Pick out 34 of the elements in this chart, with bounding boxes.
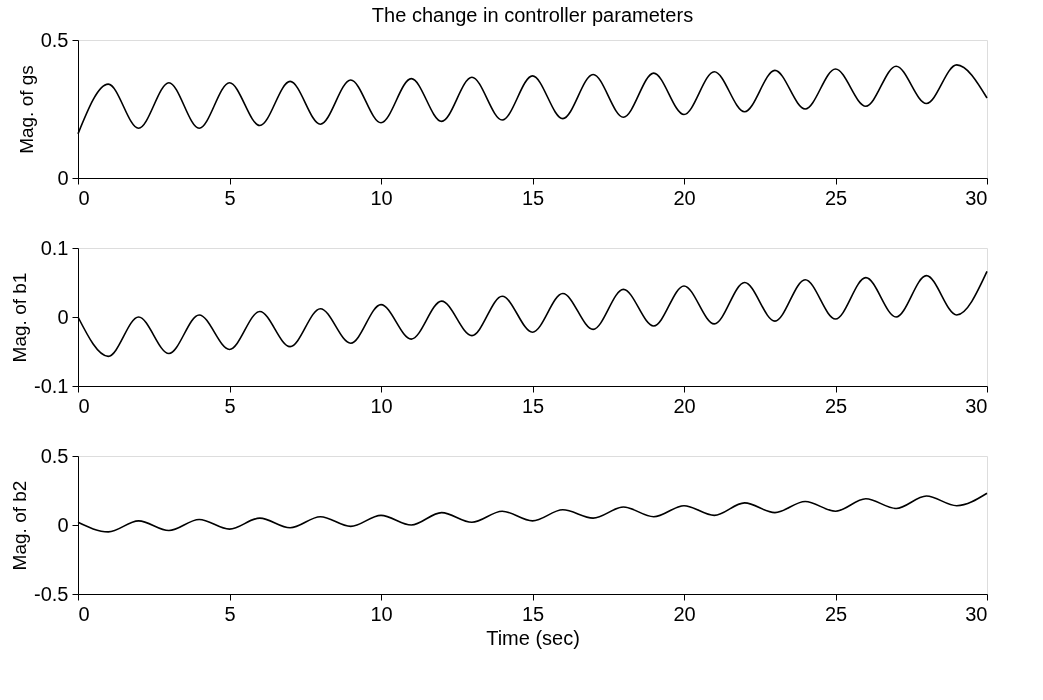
y-tick-label: 0.5 bbox=[40, 28, 69, 51]
x-tick-label: 20 bbox=[673, 394, 696, 417]
x-tick-label: 0 bbox=[78, 394, 90, 417]
x-tick-label: 0 bbox=[78, 602, 90, 625]
x-tick-label: 30 bbox=[965, 602, 988, 625]
x-tick-label: 25 bbox=[824, 602, 848, 625]
x-tick-label: 30 bbox=[965, 394, 988, 417]
x-tick-label: 5 bbox=[224, 186, 236, 209]
x-tick-label: 15 bbox=[521, 186, 545, 209]
y-axis-title: Mag. of b2 bbox=[9, 480, 31, 571]
x-tick-label: 30 bbox=[965, 186, 988, 209]
x-tick-label: 15 bbox=[521, 394, 545, 417]
x-tick-label: 20 bbox=[673, 602, 696, 625]
y-tick-label: -0.1 bbox=[34, 374, 69, 397]
x-tick-label: 10 bbox=[370, 602, 393, 625]
x-tick-label: 20 bbox=[673, 186, 696, 209]
chart-title: The change in controller parameters bbox=[371, 4, 694, 26]
y-axis-title: Mag. of b1 bbox=[9, 272, 31, 363]
x-tick-label: 0 bbox=[78, 186, 90, 209]
x-axis-title: Time (sec) bbox=[486, 626, 580, 649]
y-axis-title: Mag. of gs bbox=[15, 65, 37, 154]
y-tick-label: 0 bbox=[57, 166, 69, 189]
y-tick-label: -0.5 bbox=[34, 582, 69, 605]
x-tick-label: 25 bbox=[824, 186, 848, 209]
x-tick-label: 10 bbox=[370, 186, 393, 209]
y-tick-label: 0.5 bbox=[40, 444, 69, 467]
y-tick-label: 0.1 bbox=[40, 236, 69, 259]
x-tick-label: 5 bbox=[224, 602, 236, 625]
x-tick-label: 5 bbox=[224, 394, 236, 417]
y-tick-label: 0 bbox=[57, 513, 69, 536]
x-tick-label: 10 bbox=[370, 394, 393, 417]
x-tick-label: 15 bbox=[521, 602, 545, 625]
x-tick-label: 25 bbox=[824, 394, 848, 417]
y-tick-label: 0 bbox=[57, 305, 69, 328]
